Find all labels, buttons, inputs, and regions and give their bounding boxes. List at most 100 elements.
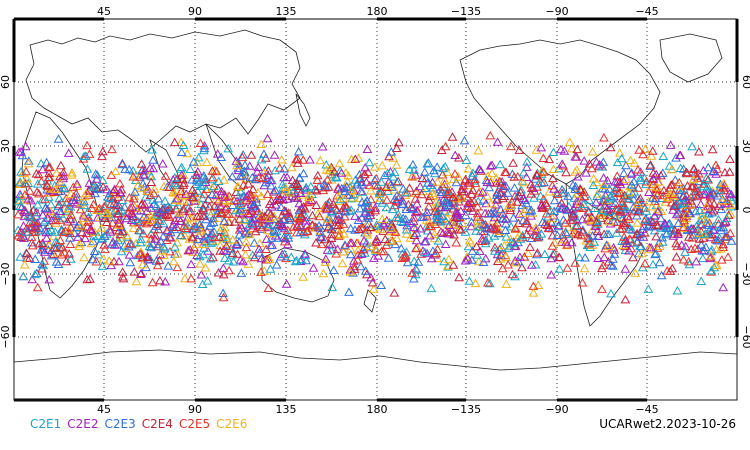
observation-marker [135,237,146,247]
observation-marker [422,225,433,235]
observation-marker [582,213,593,222]
observation-marker [442,186,453,196]
observation-marker [39,247,50,256]
observation-marker [643,222,654,231]
observation-marker [548,147,559,156]
observation-marker [64,201,75,210]
observation-marker [624,224,635,233]
observation-marker [412,198,422,208]
observation-marker [593,253,603,262]
observation-marker [402,257,413,267]
observation-marker [150,230,161,240]
observation-marker [56,160,66,170]
observation-marker [129,193,139,203]
observation-marker [193,152,204,162]
observation-marker [144,241,155,250]
observation-marker [482,191,493,200]
observation-marker [413,257,424,266]
observation-marker [460,210,471,220]
observation-marker [56,249,67,259]
observation-marker [276,154,287,164]
observation-marker [68,182,79,191]
observation-marker [279,163,290,173]
observation-marker [263,166,274,175]
observation-marker [587,146,598,156]
observation-marker [495,188,505,197]
observation-marker [635,232,645,241]
observation-marker [301,182,311,192]
observation-marker [374,195,385,205]
observation-marker [526,260,537,269]
observation-marker [438,163,449,173]
observation-marker [114,217,124,227]
observation-marker [227,248,238,257]
observation-marker [536,229,547,238]
observation-marker [215,201,226,211]
observation-marker [51,168,62,177]
observation-marker [27,240,38,250]
observation-marker [257,211,267,220]
observation-marker [405,233,416,242]
observation-marker [452,210,463,219]
observation-marker [79,151,89,160]
observation-marker [185,206,196,215]
observation-marker [247,250,258,259]
observation-marker [256,139,267,148]
observation-marker [429,233,440,243]
observation-marker [307,210,318,220]
observation-marker [26,232,37,241]
observation-marker [376,187,387,196]
observation-marker [514,145,525,154]
observation-marker [146,177,157,186]
observation-marker [640,144,651,153]
observation-marker [697,253,708,263]
observation-marker [300,249,310,258]
observation-marker [472,216,483,226]
observation-marker [155,275,165,285]
observation-marker [240,249,251,259]
observation-marker [696,276,707,285]
observation-marker [254,248,265,257]
observation-marker [98,182,108,191]
observation-marker [705,190,716,199]
observation-marker [282,239,293,249]
observation-marker [463,198,473,208]
observation-marker [521,229,532,239]
observation-marker [658,151,669,160]
observation-marker [229,217,240,226]
observation-marker [53,134,64,143]
observation-marker [143,252,153,262]
observation-marker [544,186,555,196]
observation-marker [443,254,454,264]
observation-marker [508,158,518,167]
observation-marker [499,240,510,250]
observation-marker [30,269,40,279]
observation-marker [296,212,306,222]
observation-marker [360,266,371,275]
observation-marker [518,208,528,217]
observation-marker [516,184,526,194]
observation-marker [360,198,371,207]
observation-marker [435,184,446,194]
observation-marker [42,204,53,214]
observation-marker [719,218,729,227]
observation-marker [378,226,389,235]
observation-marker [20,141,31,151]
observation-marker [28,205,39,214]
observation-marker [716,222,726,231]
observation-marker [546,253,556,263]
observation-marker [535,191,546,200]
observation-marker [700,242,711,251]
observation-marker [366,222,376,231]
observation-marker [229,195,240,205]
observation-marker [621,160,631,170]
observation-marker [74,238,85,248]
observation-marker [321,159,332,169]
observation-marker [487,168,497,178]
observation-marker [124,192,135,202]
left-lat-label: 30 [0,139,12,153]
observation-marker [587,230,598,240]
observation-marker [521,162,532,171]
observation-marker [518,167,529,177]
legend-entry: C2E4 [141,417,173,431]
